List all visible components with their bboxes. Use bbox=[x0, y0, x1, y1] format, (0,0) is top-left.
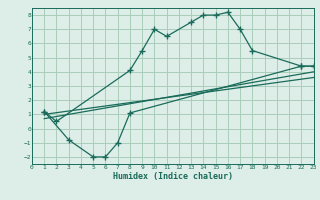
X-axis label: Humidex (Indice chaleur): Humidex (Indice chaleur) bbox=[113, 172, 233, 181]
